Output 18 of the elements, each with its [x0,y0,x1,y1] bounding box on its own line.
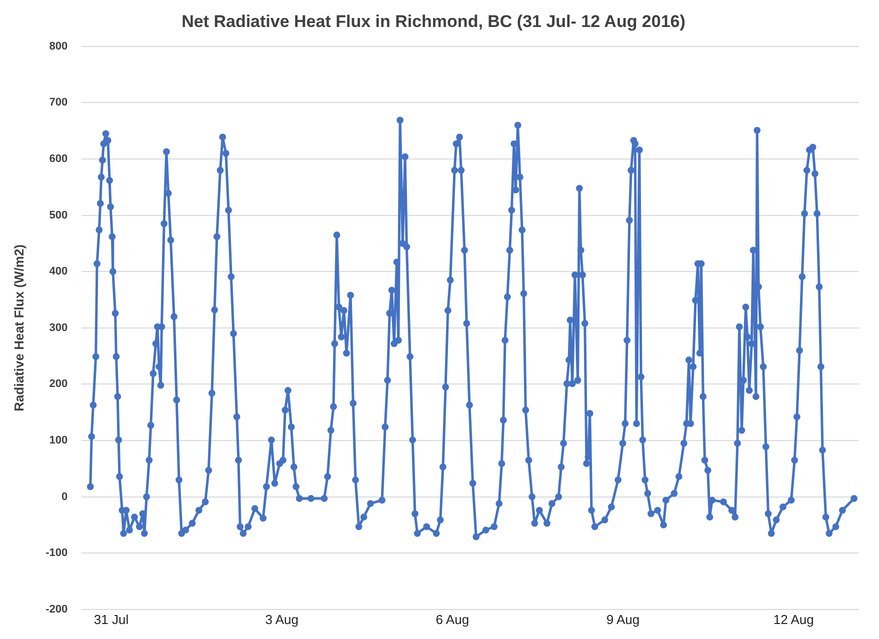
y-tick-label: -100 [46,547,68,560]
y-tick-label: 300 [49,322,68,334]
x-tick-label: 9 Aug [606,612,640,627]
x-tick-label: 3 Aug [265,612,298,627]
x-tick-label: 6 Aug [436,612,470,627]
chart-title: Net Radiative Heat Flux in Richmond, BC (31 Jul- 12 Aug 2016) [182,12,686,31]
y-tick-label: -200 [46,603,68,616]
y-tick-label: 400 [49,266,68,278]
y-axis-title: Radiative Heat Flux (W/m2) [11,244,26,412]
y-tick-label: 200 [49,378,68,390]
y-tick-label: 800 [49,40,68,52]
y-tick-label: 700 [49,96,68,109]
y-tick-label: 0 [61,490,68,503]
y-tick-label: 100 [49,434,68,447]
y-tick-label: 600 [49,153,68,166]
x-tick-label: 12 Aug [773,612,814,627]
x-tick-label: 31 Jul [94,612,129,627]
y-tick-label: 500 [49,209,68,222]
